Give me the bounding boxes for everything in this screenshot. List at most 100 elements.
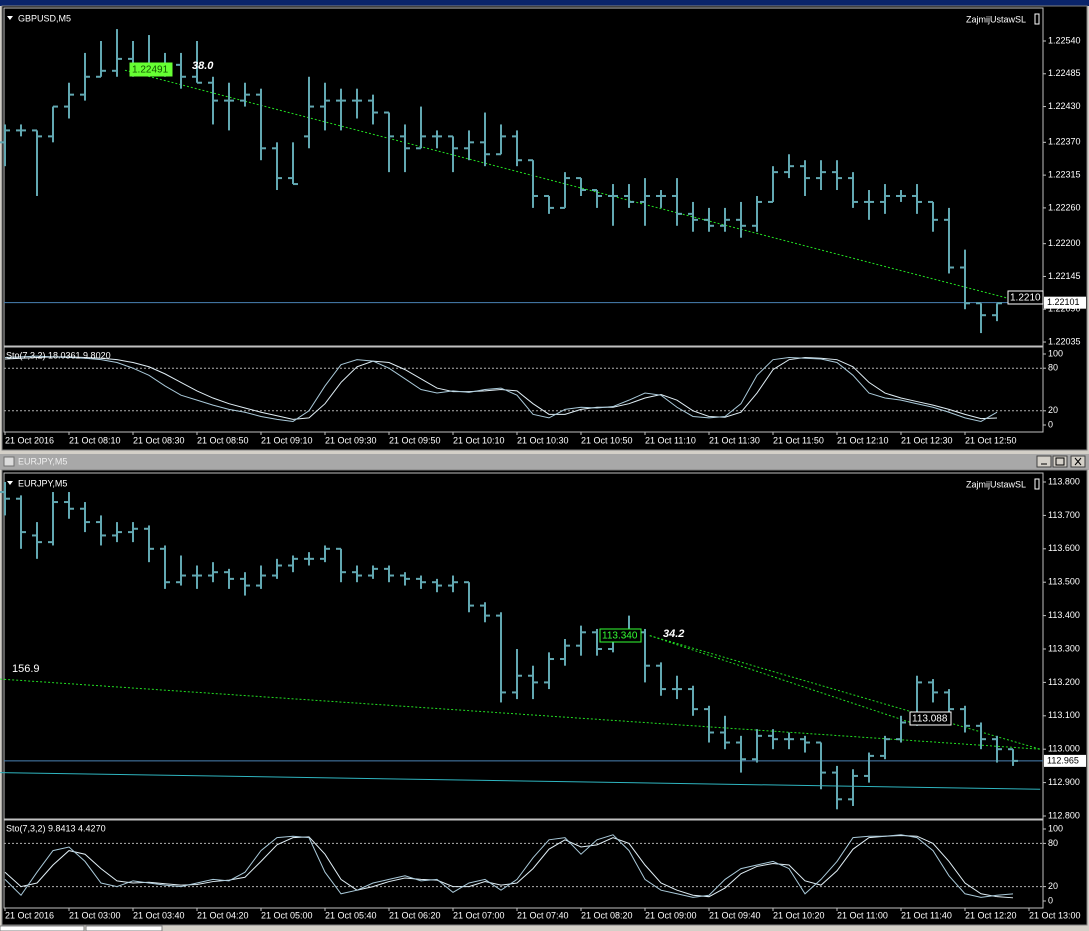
x-tick-label: 21 Oct 04:20 <box>197 910 249 920</box>
indicator-frame <box>3 346 1044 433</box>
price-box <box>1044 754 1086 767</box>
y-tick-label: 112.800 <box>1048 810 1080 820</box>
y-tick-label: 113.200 <box>1048 677 1080 687</box>
x-tick-label: 21 Oct 12:20 <box>965 910 1017 920</box>
x-tick-label: 21 Oct 08:20 <box>581 910 633 920</box>
main-plot-frame <box>3 7 1044 347</box>
close-glyph <box>1074 457 1082 466</box>
y-tick-label: 113.400 <box>1048 610 1080 620</box>
x-tick-label: 21 Oct 10:10 <box>453 435 505 445</box>
x-tick-label: 21 Oct 11:30 <box>709 435 760 445</box>
x-tick-label: 21 Oct 11:40 <box>901 910 952 920</box>
y-tick-label: 113.600 <box>1048 543 1080 553</box>
symbol-title: GBPUSD,M5 <box>18 13 71 23</box>
maximize-button[interactable] <box>1052 455 1068 468</box>
expert-icon <box>1034 478 1040 490</box>
x-tick-label: 21 Oct 11:00 <box>837 910 888 920</box>
chart-tab[interactable] <box>0 925 85 931</box>
x-tick-label: 21 Oct 09:30 <box>325 435 377 445</box>
x-tick-label: 21 Oct 09:50 <box>389 435 441 445</box>
indicator-tick-label: 80 <box>1048 363 1058 373</box>
expert-icon <box>1034 13 1040 25</box>
x-tick-label: 21 Oct 03:40 <box>133 910 185 920</box>
y-tick-label: 1.22035 <box>1048 336 1081 346</box>
price-box <box>1044 296 1086 309</box>
y-tick-label: 1.22200 <box>1048 238 1081 248</box>
y-tick-label: 1.22485 <box>1048 68 1081 78</box>
x-tick-label: 21 Oct 08:10 <box>69 435 121 445</box>
chart-background <box>1 5 1088 451</box>
symbol-title: EURJPY,M5 <box>18 478 67 488</box>
indicator-tick-label: 0 <box>1048 419 1053 429</box>
y-tick-label: 113.100 <box>1048 710 1080 720</box>
x-tick-label: 21 Oct 06:20 <box>389 910 441 920</box>
expert-name: ZajmijUstawSL <box>966 479 1026 489</box>
window-icon <box>3 456 15 467</box>
annotation: 38.0 <box>192 60 214 72</box>
annotation: 156.9 <box>12 663 40 675</box>
y-tick-label: 113.000 <box>1048 744 1080 754</box>
y-tick-label: 1.22145 <box>1048 271 1081 281</box>
chart-background <box>1 469 1088 926</box>
annotation: 113.340 <box>602 631 638 642</box>
x-tick-label: 21 Oct 2016 <box>5 910 54 920</box>
price-box-label: 112.965 <box>1047 755 1079 765</box>
indicator-tick-label: 80 <box>1048 838 1058 848</box>
x-tick-label: 21 Oct 13:00 <box>1029 910 1081 920</box>
x-tick-label: 21 Oct 07:40 <box>517 910 569 920</box>
trend-line <box>649 635 911 723</box>
charts: GBPUSD,M5 ZajmijUstawSL 1.22540 1.22485 1.22… <box>0 5 1088 926</box>
indicator-label: Sto(7,3,2) 18.0361 9.8020 <box>6 350 111 360</box>
x-tick-label: 21 Oct 12:30 <box>901 435 953 445</box>
x-tick-label: 21 Oct 09:00 <box>645 910 697 920</box>
trend-line <box>0 772 1041 790</box>
y-tick-label: 112.900 <box>1048 777 1080 787</box>
y-tick-label: 1.22260 <box>1048 202 1081 212</box>
annotation-box <box>909 711 952 726</box>
x-tick-label: 21 Oct 05:40 <box>325 910 377 920</box>
x-tick-label: 21 Oct 09:40 <box>709 910 761 920</box>
x-tick-label: 21 Oct 05:00 <box>261 910 313 920</box>
x-tick-label: 21 Oct 12:10 <box>837 435 889 445</box>
title-triangle <box>7 481 13 485</box>
stochastic-main <box>4 834 1014 898</box>
x-tick-label: 21 Oct 08:30 <box>133 435 185 445</box>
window-title-bar <box>0 454 1089 470</box>
stochastic-signal <box>4 834 1014 899</box>
annotation-box <box>599 628 642 643</box>
indicator-tick-label: 20 <box>1048 881 1058 891</box>
title-triangle <box>7 16 13 20</box>
annotation: 1.22491 <box>132 65 169 76</box>
minimize-button[interactable] <box>1036 455 1052 468</box>
annotation: 113.088 <box>912 714 948 725</box>
x-tick-label: 21 Oct 2016 <box>5 435 54 445</box>
indicator-tick-label: 100 <box>1048 348 1063 358</box>
x-tick-label: 21 Oct 10:30 <box>517 435 569 445</box>
annotation-box <box>1007 290 1044 305</box>
x-tick-label: 21 Oct 03:00 <box>69 910 121 920</box>
indicator-tick-label: 20 <box>1048 405 1058 415</box>
annotation: 1.2210 <box>1010 293 1041 304</box>
expert-name: ZajmijUstawSL <box>966 14 1026 24</box>
stochastic-signal <box>4 356 998 420</box>
indicator-frame <box>3 819 1044 909</box>
y-tick-label: 113.700 <box>1048 510 1080 520</box>
x-tick-label: 21 Oct 11:50 <box>773 435 824 445</box>
x-tick-label: 21 Oct 10:20 <box>773 910 825 920</box>
maximize-glyph <box>1055 457 1065 466</box>
y-tick-label: 113.500 <box>1048 577 1080 587</box>
indicator-tick-label: 0 <box>1048 895 1053 905</box>
y-tick-label: 113.300 <box>1048 643 1080 653</box>
stochastic-main <box>4 355 998 422</box>
main-plot-frame <box>3 472 1044 820</box>
x-tick-label: 21 Oct 08:50 <box>197 435 249 445</box>
x-tick-label: 21 Oct 10:50 <box>581 435 633 445</box>
x-tick-label: 21 Oct 12:50 <box>965 435 1017 445</box>
window-title-bar <box>0 0 1089 6</box>
y-tick-label: 1.22315 <box>1048 169 1081 179</box>
indicator-label: Sto(7,3,2) 9.8413 4.4270 <box>6 823 106 833</box>
chart-tab[interactable] <box>85 925 163 931</box>
indicator-tick-label: 100 <box>1048 823 1063 833</box>
